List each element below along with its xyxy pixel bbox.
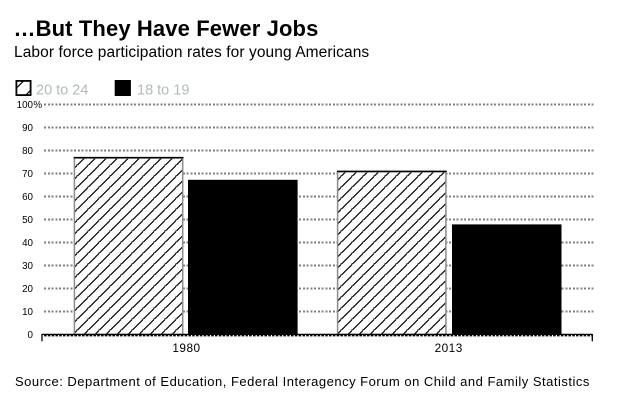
svg-text:10: 10 [22, 307, 33, 318]
svg-text:70: 70 [22, 169, 33, 180]
svg-text:30: 30 [22, 261, 33, 272]
svg-text:100: 100 [17, 100, 34, 111]
svg-text:0: 0 [28, 330, 34, 341]
svg-text:20 to 24: 20 to 24 [36, 83, 88, 99]
svg-text:18 to 19: 18 to 19 [137, 83, 189, 99]
svg-text:90: 90 [22, 123, 33, 134]
svg-text:20: 20 [22, 284, 33, 295]
svg-text:60: 60 [22, 192, 33, 203]
svg-text:80: 80 [22, 146, 33, 157]
svg-text:40: 40 [22, 238, 33, 249]
svg-text:2013: 2013 [435, 341, 463, 355]
svg-text:1980: 1980 [172, 341, 200, 355]
svg-text:%: % [33, 100, 42, 111]
svg-text:50: 50 [22, 215, 33, 226]
